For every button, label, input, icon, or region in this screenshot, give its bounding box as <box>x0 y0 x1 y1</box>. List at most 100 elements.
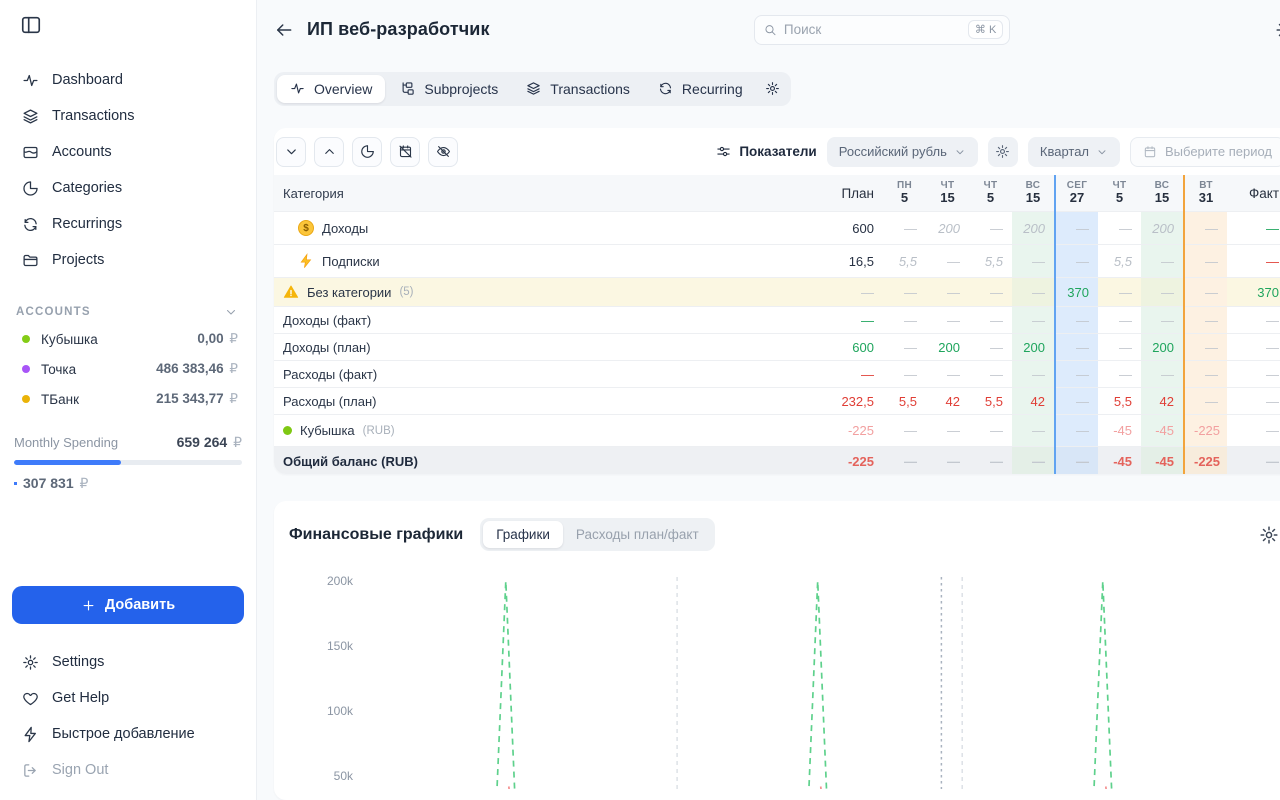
chart-view-расходы-план-факт[interactable]: Расходы план/факт <box>563 521 712 548</box>
value-cell: — <box>1055 212 1098 245</box>
account-color-dot <box>22 395 30 403</box>
sidebar-item-accounts[interactable]: Accounts <box>12 134 244 170</box>
chart-view-графики[interactable]: Графики <box>483 521 563 548</box>
value-cell: — <box>1184 307 1227 334</box>
value-cell: — <box>883 278 926 307</box>
tabs-settings-button[interactable] <box>758 75 788 103</box>
money-bag-icon: $ <box>298 220 314 236</box>
tab-subprojects[interactable]: Subprojects <box>387 75 511 103</box>
category-cell[interactable]: $Доходы <box>274 212 821 245</box>
value-cell: — <box>1184 245 1227 278</box>
value-cell: 200 <box>1141 212 1184 245</box>
search-input[interactable] <box>784 22 961 37</box>
pie-icon <box>22 180 39 197</box>
tab-recurring[interactable]: Recurring <box>645 75 756 103</box>
wallet-icon <box>22 144 39 161</box>
value-cell: — <box>883 447 926 474</box>
eye-off-button[interactable] <box>428 137 458 167</box>
sidebar-item-label: Dashboard <box>52 72 123 88</box>
sidebar-item-projects[interactable]: Projects <box>12 242 244 278</box>
sidebar-item-label: Accounts <box>52 144 112 160</box>
gear-icon <box>1259 525 1279 545</box>
value-cell: — <box>1098 361 1141 388</box>
monthly-spending-progress-fill <box>14 460 121 465</box>
column-header-category: Категория <box>274 175 821 212</box>
value-cell: — <box>1227 447 1280 474</box>
table-toolbar-buttons <box>275 137 458 167</box>
eye-off-icon <box>436 144 451 159</box>
table-row-расходы-факт: Расходы (факт)—————————— <box>274 361 1280 388</box>
tab-overview[interactable]: Overview <box>277 75 385 103</box>
sidebar-item-быстрое-добавление[interactable]: Быстрое добавление <box>12 716 244 752</box>
value-cell: — <box>1227 245 1280 278</box>
value-cell: — <box>926 278 969 307</box>
value-cell: 200 <box>926 334 969 361</box>
sidebar-toggle-button[interactable] <box>20 14 42 34</box>
sidebar-item-get-help[interactable]: Get Help <box>12 680 244 716</box>
value-cell: — <box>969 278 1012 307</box>
value-cell: — <box>926 307 969 334</box>
finance-charts-title: Финансовые графики <box>289 526 463 544</box>
value-cell: — <box>1141 278 1184 307</box>
period-dropdown[interactable]: Квартал <box>1028 137 1120 167</box>
value-cell: — <box>969 361 1012 388</box>
account-balance: 215 343,77 ₽ <box>156 391 238 407</box>
pie-icon <box>360 144 375 159</box>
add-button[interactable]: Добавить <box>12 586 244 624</box>
column-header-plan: План <box>821 175 883 212</box>
sidebar-item-dashboard[interactable]: Dashboard <box>12 62 244 98</box>
svg-text:100k: 100k <box>327 704 354 718</box>
category-cell[interactable]: Подписки <box>274 245 821 278</box>
value-cell: — <box>821 307 883 334</box>
value-cell: — <box>1055 307 1098 334</box>
layers-icon <box>526 81 541 96</box>
sidebar-item-recurrings[interactable]: Recurrings <box>12 206 244 242</box>
table-row-без-категории[interactable]: Без категории(5)—————370———370 <box>274 278 1280 307</box>
value-cell: — <box>883 361 926 388</box>
sidebar-footer-nav: Settings Get HelpБыстрое добавлениеSign O… <box>12 644 244 788</box>
value-cell: — <box>1227 334 1280 361</box>
search-box[interactable]: ⌘ K <box>754 15 1010 45</box>
activity-icon <box>290 81 305 96</box>
table-row-доходы[interactable]: $Доходы600—200—200——200—— <box>274 212 1280 245</box>
tab-transactions[interactable]: Transactions <box>513 75 643 103</box>
sidebar-item-categories[interactable]: Categories <box>12 170 244 206</box>
metrics-button[interactable]: Показатели <box>716 144 816 159</box>
sidebar-item-transactions[interactable]: Transactions <box>12 98 244 134</box>
project-settings-button[interactable] <box>1275 20 1280 40</box>
value-cell: -45 <box>1141 447 1184 474</box>
value-cell: — <box>1184 212 1227 245</box>
pie-button[interactable] <box>352 137 382 167</box>
value-cell: -225 <box>821 415 883 447</box>
value-cell: — <box>969 212 1012 245</box>
currency-dropdown[interactable]: Российский рубль <box>827 137 978 167</box>
calendar-off-button[interactable] <box>390 137 420 167</box>
column-header-day-15: ЧТ15 <box>926 175 969 212</box>
chevron-down-button[interactable] <box>276 137 306 167</box>
table-settings-button[interactable] <box>988 137 1018 167</box>
table-row-кубышка[interactable]: Кубышка(RUB)-225—————-45-45-225— <box>274 415 1280 447</box>
charts-settings-button[interactable] <box>1259 525 1279 545</box>
finance-chart-svg: 200k150k100k50k <box>289 561 1279 789</box>
account-row-точка[interactable]: Точка486 383,46 ₽ <box>12 354 244 384</box>
sliders-icon <box>716 144 731 159</box>
column-header-day-5: ЧТ5 <box>1098 175 1141 212</box>
account-row-кубышка[interactable]: Кубышка0,00 ₽ <box>12 324 244 354</box>
account-row-тбанк[interactable]: ТБанк215 343,77 ₽ <box>12 384 244 414</box>
category-cell[interactable]: Кубышка(RUB) <box>274 415 821 447</box>
sidebar-item-settings[interactable]: Settings <box>12 644 244 680</box>
value-cell: — <box>969 307 1012 334</box>
gear-icon <box>1275 20 1280 40</box>
sidebar-item-sign-out[interactable]: Sign Out <box>12 752 244 788</box>
accounts-section-header[interactable]: ACCOUNTS <box>12 300 244 324</box>
sidebar-item-label: Recurrings <box>52 216 122 232</box>
value-cell: — <box>969 447 1012 474</box>
table-row-подписки[interactable]: Подписки16,55,5—5,5——5,5——— <box>274 245 1280 278</box>
sidebar-item-label: Settings <box>52 654 104 670</box>
activity-icon <box>22 72 39 89</box>
date-range-button[interactable]: Выберите период <box>1130 137 1280 167</box>
value-cell: — <box>1098 212 1141 245</box>
chevron-up-button[interactable] <box>314 137 344 167</box>
category-cell[interactable]: Без категории(5) <box>274 278 821 307</box>
back-button[interactable] <box>274 20 294 40</box>
